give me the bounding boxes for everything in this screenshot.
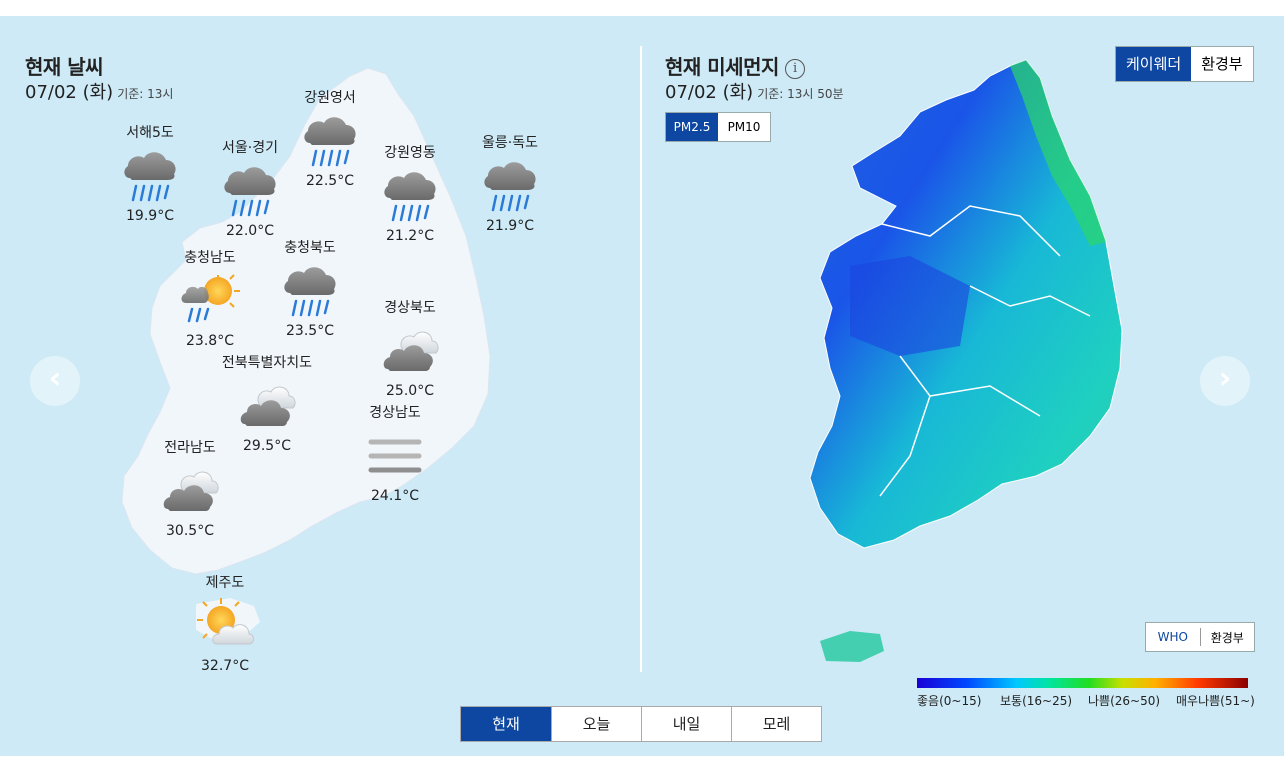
rain-icon — [120, 144, 180, 206]
region-chungnam[interactable]: 충청남도 23.8°C — [155, 247, 265, 349]
region-name: 경상남도 — [369, 405, 421, 421]
region-name: 제주도 — [205, 575, 245, 591]
region-temp: 23.5°C — [286, 323, 334, 339]
rain-icon — [480, 154, 540, 216]
region-temp: 22.5°C — [306, 173, 354, 189]
source-toggle: 케이웨더 환경부 — [1115, 46, 1254, 82]
tab-current[interactable]: 현재 — [461, 707, 551, 741]
next-arrow-button[interactable]: › — [1200, 356, 1250, 406]
weather-title: 현재 날씨 — [25, 55, 104, 79]
dust-date: 07/02 (화) 기준: 13시 50분 — [665, 78, 844, 104]
region-temp: 32.7°C — [201, 658, 249, 674]
legend-very-bad: 매우나쁨(51~) — [1176, 694, 1255, 708]
panel-divider — [640, 46, 642, 672]
region-temp: 25.0°C — [386, 383, 434, 399]
rain-icon — [280, 259, 340, 321]
region-temp: 29.5°C — [243, 438, 291, 454]
dust-title-text: 현재 미세먼지 — [665, 55, 779, 79]
dust-title: 현재 미세먼지 i — [665, 51, 805, 80]
region-temp: 21.2°C — [386, 228, 434, 244]
dust-date-text: 07/02 (화) — [665, 82, 754, 103]
standard-toggle: WHO 환경부 — [1145, 622, 1255, 652]
weather-date-text: 07/02 (화) — [25, 82, 114, 103]
region-name: 경상북도 — [384, 300, 436, 316]
cloudy-icon — [240, 386, 296, 427]
time-tabs: 현재 오늘 내일 모레 — [460, 706, 822, 742]
region-temp: 23.8°C — [186, 333, 234, 349]
region-name: 강원영서 — [304, 90, 356, 106]
region-name: 전북특별자치도 — [221, 355, 313, 371]
region-name: 강원영동 — [384, 145, 436, 161]
region-ulleung-dokdo[interactable]: 울릉·독도 21.9°C — [455, 132, 565, 234]
region-name: 충청남도 — [184, 250, 236, 266]
dust-legend-bar — [917, 678, 1248, 688]
rain-icon — [380, 164, 440, 226]
fog-icon — [365, 424, 425, 486]
legend-bad: 나쁨(26~50) — [1088, 694, 1161, 708]
fine-dust-map — [809, 59, 1123, 662]
region-jeju[interactable]: 제주도 32.7°C — [170, 572, 280, 674]
weather-basis: 기준: 13시 — [117, 87, 174, 101]
region-temp: 19.9°C — [126, 208, 174, 224]
region-name: 충청북도 — [284, 240, 336, 256]
sun-shower-icon — [180, 273, 240, 323]
region-seoul-gyeonggi[interactable]: 서울·경기 22.0°C — [195, 137, 305, 239]
region-temp: 22.0°C — [226, 223, 274, 239]
dust-basis: 기준: 13시 50분 — [757, 87, 844, 101]
standard-moe-button[interactable]: 환경부 — [1210, 630, 1244, 645]
region-temp: 30.5°C — [166, 523, 214, 539]
region-jeonnam[interactable]: 전라남도 30.5°C — [135, 437, 245, 539]
pm-toggle: PM2.5 PM10 — [665, 112, 771, 142]
cloudy-icon — [383, 331, 439, 372]
region-name: 전라남도 — [164, 440, 216, 456]
region-chungbuk[interactable]: 충청북도 23.5°C — [255, 237, 365, 339]
weather-date: 07/02 (화) 기준: 13시 — [25, 78, 173, 104]
region-name: 서울·경기 — [222, 140, 278, 156]
region-seohae5do[interactable]: 서해5도 19.9°C — [95, 122, 205, 224]
pm25-button[interactable]: PM2.5 — [666, 113, 718, 141]
region-jeonbuk[interactable]: 전북특별자치도 29.5°C — [212, 352, 322, 454]
region-gangwon-yeongdong[interactable]: 강원영동 21.2°C — [355, 142, 465, 244]
legend-good: 좋음(0~15) — [917, 694, 982, 708]
info-icon[interactable]: i — [784, 59, 805, 79]
legend-normal: 보통(16~25) — [1000, 694, 1073, 708]
region-name: 울릉·독도 — [482, 135, 538, 151]
source-moe-button[interactable]: 환경부 — [1201, 55, 1243, 73]
region-gyeongnam[interactable]: 경상남도 24.1°C — [340, 402, 450, 504]
weather-dust-panel: 현재 날씨 07/02 (화) 기준: 13시 서해5도 19.9°C 서울·경기… — [0, 16, 1284, 756]
pm10-button[interactable]: PM10 — [727, 120, 761, 134]
region-name: 서해5도 — [126, 125, 174, 141]
region-gangwon-yeongseo[interactable]: 강원영서 22.5°C — [275, 87, 385, 189]
partly-sunny-icon — [196, 597, 255, 645]
prev-arrow-button[interactable]: ‹ — [30, 356, 80, 406]
rain-icon — [220, 159, 280, 221]
region-gyeongbuk[interactable]: 경상북도 25.0°C — [355, 297, 465, 399]
rain-icon — [300, 109, 360, 171]
standard-separator — [1199, 628, 1201, 646]
cloudy-icon — [163, 471, 219, 512]
tab-day-after[interactable]: 모레 — [731, 707, 821, 741]
tab-today[interactable]: 오늘 — [551, 707, 641, 741]
tab-tomorrow[interactable]: 내일 — [641, 707, 731, 741]
standard-who-button[interactable]: WHO — [1157, 630, 1188, 644]
region-temp: 21.9°C — [486, 218, 534, 234]
region-temp: 24.1°C — [371, 488, 419, 504]
source-kweather-button[interactable]: 케이웨더 — [1116, 47, 1192, 81]
